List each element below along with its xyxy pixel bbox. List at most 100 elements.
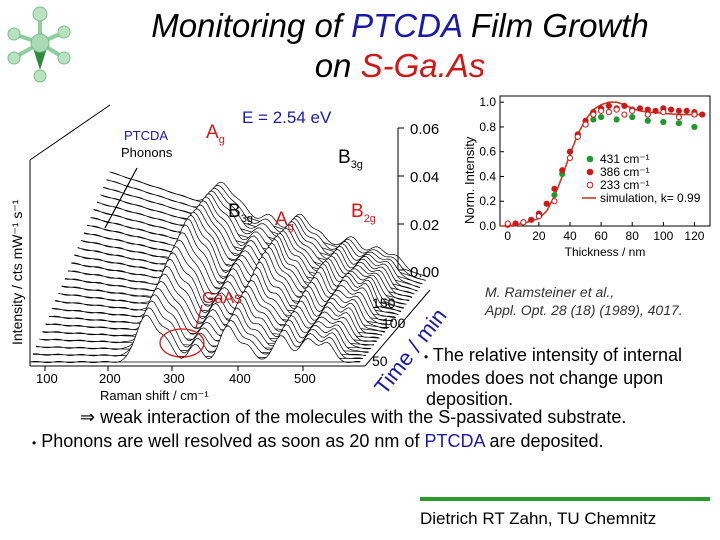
data-point	[598, 107, 605, 114]
reference-citation: M. Ramsteiner et al., Appl. Opt. 28 (18)…	[485, 283, 683, 319]
data-point	[644, 111, 651, 118]
chart-x-label: Thickness / nm	[565, 245, 646, 259]
z-tick-2: 0.02	[410, 217, 439, 234]
molecule-logo	[7, 6, 71, 83]
thickness-chart: 0 20 40 60 80 100 120 0.0 0.2 0.4 0.6 0.8 1.0 Thickne…	[460, 88, 718, 268]
z-tick-1: 0.04	[410, 169, 439, 186]
peak-label-b3g-top: B3g	[338, 147, 363, 171]
bullet-1-line-3: deposition.	[426, 389, 514, 409]
data-point	[629, 113, 636, 121]
time-tick-50: 50	[372, 353, 388, 369]
title-ptcda: PTCDA	[351, 7, 462, 44]
data-point	[574, 133, 581, 140]
x-tick-400: 400	[229, 371, 251, 386]
footer-divider	[420, 497, 710, 501]
data-point	[613, 116, 620, 123]
x-tick-label: 100	[653, 229, 673, 243]
bullet-1-line-1: The relative intensity of internal	[432, 345, 683, 365]
data-point	[636, 105, 644, 112]
data-point	[613, 106, 620, 113]
data-point	[590, 116, 597, 123]
data-point	[566, 148, 574, 155]
data-point	[598, 113, 605, 121]
phonons-label: Phonons	[121, 145, 173, 160]
data-point	[660, 118, 667, 126]
data-point	[691, 111, 698, 118]
x-tick-label: 120	[684, 229, 704, 243]
data-point	[512, 220, 519, 227]
bullet-2-text-end: are deposited.	[484, 431, 604, 451]
x-tick-100: 100	[36, 371, 58, 386]
peak-label-ag-1: Ag	[206, 122, 225, 146]
time-tick-150: 150	[372, 295, 396, 311]
title-text-2: Film Growth	[461, 7, 649, 44]
data-point	[551, 198, 558, 205]
reference-line-1: M. Ramsteiner et al.,	[485, 284, 615, 300]
data-point	[644, 106, 651, 113]
conclusion-text: weak interaction of the molecules with t…	[95, 407, 627, 427]
x-tick-300: 300	[163, 371, 185, 386]
plot-frame	[499, 95, 711, 227]
y-tick-label: 0.6	[479, 145, 496, 159]
z-tick-3: 0.00	[410, 264, 439, 281]
data-point	[629, 107, 636, 114]
x-tick-200: 200	[99, 371, 121, 386]
x-tick-label: 0	[504, 229, 511, 243]
energy-label: E = 2.54 eV	[242, 108, 332, 127]
data-point	[582, 121, 589, 128]
peak-label-b2g: B2g	[351, 201, 376, 225]
bullet-marker: •	[32, 436, 37, 450]
y-axis-label: Intensity / cts mW⁻¹ s⁻¹	[9, 199, 25, 345]
legend-label: 431 cm⁻¹	[600, 152, 650, 166]
data-point	[675, 113, 682, 121]
legend-label: 233 cm⁻¹	[600, 178, 650, 192]
peak-label-b3g: B3g	[228, 201, 253, 225]
data-point	[660, 108, 667, 116]
y-tick-label: 1.0	[479, 95, 496, 109]
conclusion-line: ⇒ weak interaction of the molecules with…	[80, 407, 720, 428]
slide-title: Monitoring of PTCDA Film Growth on S-Ga.…	[90, 6, 710, 86]
data-point	[621, 102, 628, 110]
y-tick-label: 0.4	[479, 169, 496, 183]
x-tick-label: 60	[594, 229, 608, 243]
x-tick-500: 500	[294, 371, 316, 386]
data-point	[652, 107, 659, 114]
raman-spectrum-trace	[29, 314, 361, 364]
z-tick-0: 0.06	[410, 121, 439, 138]
legend-marker	[586, 155, 594, 163]
gaas-highlight-circle	[159, 328, 205, 358]
y-tick-label: 0.2	[479, 194, 496, 208]
x-tick-label: 80	[626, 229, 640, 243]
reference-line-2: Appl. Opt. 28 (18) (1989), 4017.	[485, 302, 683, 318]
bullet-1: • The relative intensity of internal mod…	[424, 345, 720, 410]
y-tick-label: 0.8	[479, 120, 496, 134]
bullet-2-text: Phonons are well resolved as soon as 20 …	[41, 431, 425, 451]
data-point	[543, 200, 550, 207]
data-point	[621, 111, 628, 118]
y-tick-label: 0.0	[479, 219, 496, 233]
data-point	[559, 167, 566, 174]
legend-label: 386 cm⁻¹	[600, 165, 650, 179]
data-point	[683, 107, 690, 114]
data-point	[551, 185, 558, 192]
data-point	[668, 106, 675, 113]
data-point	[504, 220, 511, 227]
legend-marker	[586, 181, 594, 189]
raman-waterfall-plot: 50 100 150 0.06 0.04 0.02 0.00 100 200 3…	[9, 104, 452, 400]
x-axis-label: Raman shift / cm⁻¹	[100, 388, 209, 400]
data-point	[691, 123, 698, 131]
implies-icon: ⇒	[80, 407, 96, 427]
data-point	[675, 120, 682, 127]
data-point	[675, 107, 682, 114]
peak-label-ag-2: Ag	[275, 209, 294, 233]
bullet-1-line-2: modes does not change upon	[426, 368, 664, 388]
x-tick-label: 40	[563, 229, 577, 243]
data-point	[644, 117, 651, 124]
data-point	[699, 111, 706, 118]
x-tick-label: 20	[532, 229, 546, 243]
chart-y-label: Norm. Intensity	[462, 136, 477, 224]
data-point	[520, 219, 527, 226]
data-point	[605, 102, 612, 110]
bullet-2: • Phonons are well resolved as soon as 2…	[32, 431, 720, 454]
title-substrate: S-Ga.As	[360, 47, 486, 84]
